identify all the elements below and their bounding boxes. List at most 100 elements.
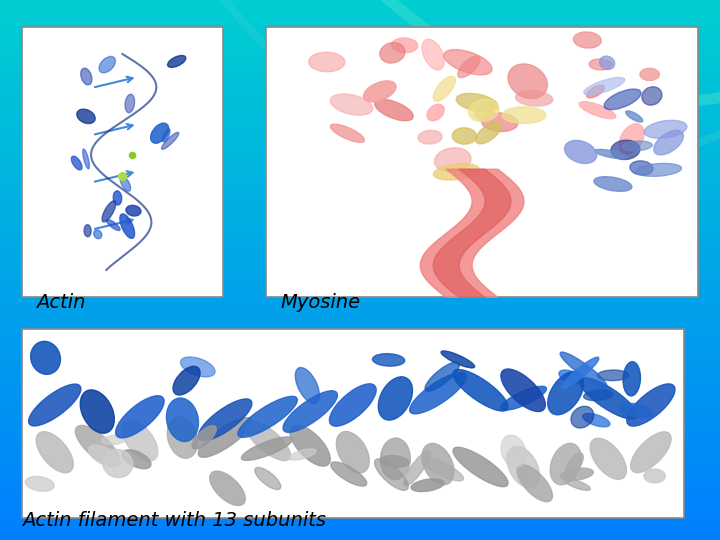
Text: Actin filament with 13 subunits: Actin filament with 13 subunits [22, 511, 325, 530]
Bar [0, 94, 720, 97]
Bar [0, 103, 720, 105]
Bar [0, 321, 720, 324]
Bar [0, 270, 720, 273]
Bar [0, 230, 720, 232]
Bar [0, 389, 720, 392]
Bar [0, 489, 720, 491]
Bar [0, 278, 720, 281]
Bar [0, 456, 720, 459]
Bar [0, 327, 720, 329]
Bar [0, 281, 720, 284]
Bar [0, 181, 720, 184]
Bar [0, 464, 720, 467]
Bar [0, 402, 720, 405]
Bar [0, 92, 720, 94]
Bar [0, 381, 720, 383]
Bar [0, 367, 720, 370]
Bar [0, 535, 720, 537]
Bar [0, 424, 720, 427]
Bar [0, 338, 720, 340]
Bar [0, 343, 720, 346]
Bar [0, 119, 720, 122]
Bar [0, 300, 720, 302]
Bar [0, 70, 720, 73]
Bar [0, 57, 720, 59]
Bar [0, 500, 720, 502]
Bar [0, 22, 720, 24]
Bar [0, 11, 720, 14]
Bar [0, 235, 720, 238]
Bar [0, 113, 720, 116]
Bar [0, 184, 720, 186]
Bar [0, 35, 720, 38]
Bar [0, 189, 720, 192]
Bar [0, 289, 720, 292]
Bar [0, 286, 720, 289]
Bar [0, 32, 720, 35]
Bar [0, 81, 720, 84]
Text: Actin: Actin [36, 293, 86, 312]
Bar [0, 437, 720, 440]
Bar [0, 400, 720, 402]
Bar [0, 462, 720, 464]
Bar [0, 108, 720, 111]
Bar [0, 194, 720, 197]
Bar [0, 248, 720, 251]
Bar [0, 472, 720, 475]
Bar [0, 78, 720, 81]
Bar [0, 176, 720, 178]
Bar [0, 105, 720, 108]
Bar [0, 186, 720, 189]
Bar [0, 0, 720, 3]
Bar [0, 310, 720, 313]
Bar [0, 205, 720, 208]
Bar [0, 165, 720, 167]
Bar [0, 116, 720, 119]
Bar [0, 294, 720, 297]
Bar [0, 537, 720, 540]
Bar [0, 483, 720, 486]
Bar [0, 491, 720, 494]
Bar [0, 475, 720, 478]
Bar [0, 446, 720, 448]
Bar [0, 86, 720, 89]
Bar [0, 219, 720, 221]
Bar [0, 76, 720, 78]
Bar [0, 432, 720, 435]
Bar [0, 486, 720, 489]
Bar [0, 43, 720, 46]
Bar [0, 197, 720, 200]
Bar [0, 435, 720, 437]
Bar [0, 427, 720, 429]
Bar [0, 148, 720, 151]
Bar [0, 138, 720, 140]
Bar [0, 208, 720, 211]
Bar [0, 454, 720, 456]
Bar [0, 332, 720, 335]
FancyArrowPatch shape [362, 0, 720, 103]
Bar [0, 251, 720, 254]
Bar [0, 140, 720, 143]
Bar [0, 73, 720, 76]
Bar [0, 348, 720, 351]
Bar [0, 413, 720, 416]
Bar [0, 302, 720, 305]
Bar [0, 373, 720, 375]
Bar [0, 394, 720, 397]
Bar [0, 451, 720, 454]
FancyArrowPatch shape [217, 0, 720, 172]
Bar [0, 508, 720, 510]
Bar [0, 418, 720, 421]
Bar [0, 319, 720, 321]
Bar [0, 232, 720, 235]
Bar [266, 27, 698, 297]
Bar [0, 216, 720, 219]
Bar [0, 524, 720, 526]
Bar [0, 273, 720, 275]
Bar [0, 127, 720, 130]
Bar [0, 192, 720, 194]
Bar [0, 62, 720, 65]
Bar [0, 494, 720, 497]
Bar [0, 386, 720, 389]
Bar [0, 443, 720, 445]
